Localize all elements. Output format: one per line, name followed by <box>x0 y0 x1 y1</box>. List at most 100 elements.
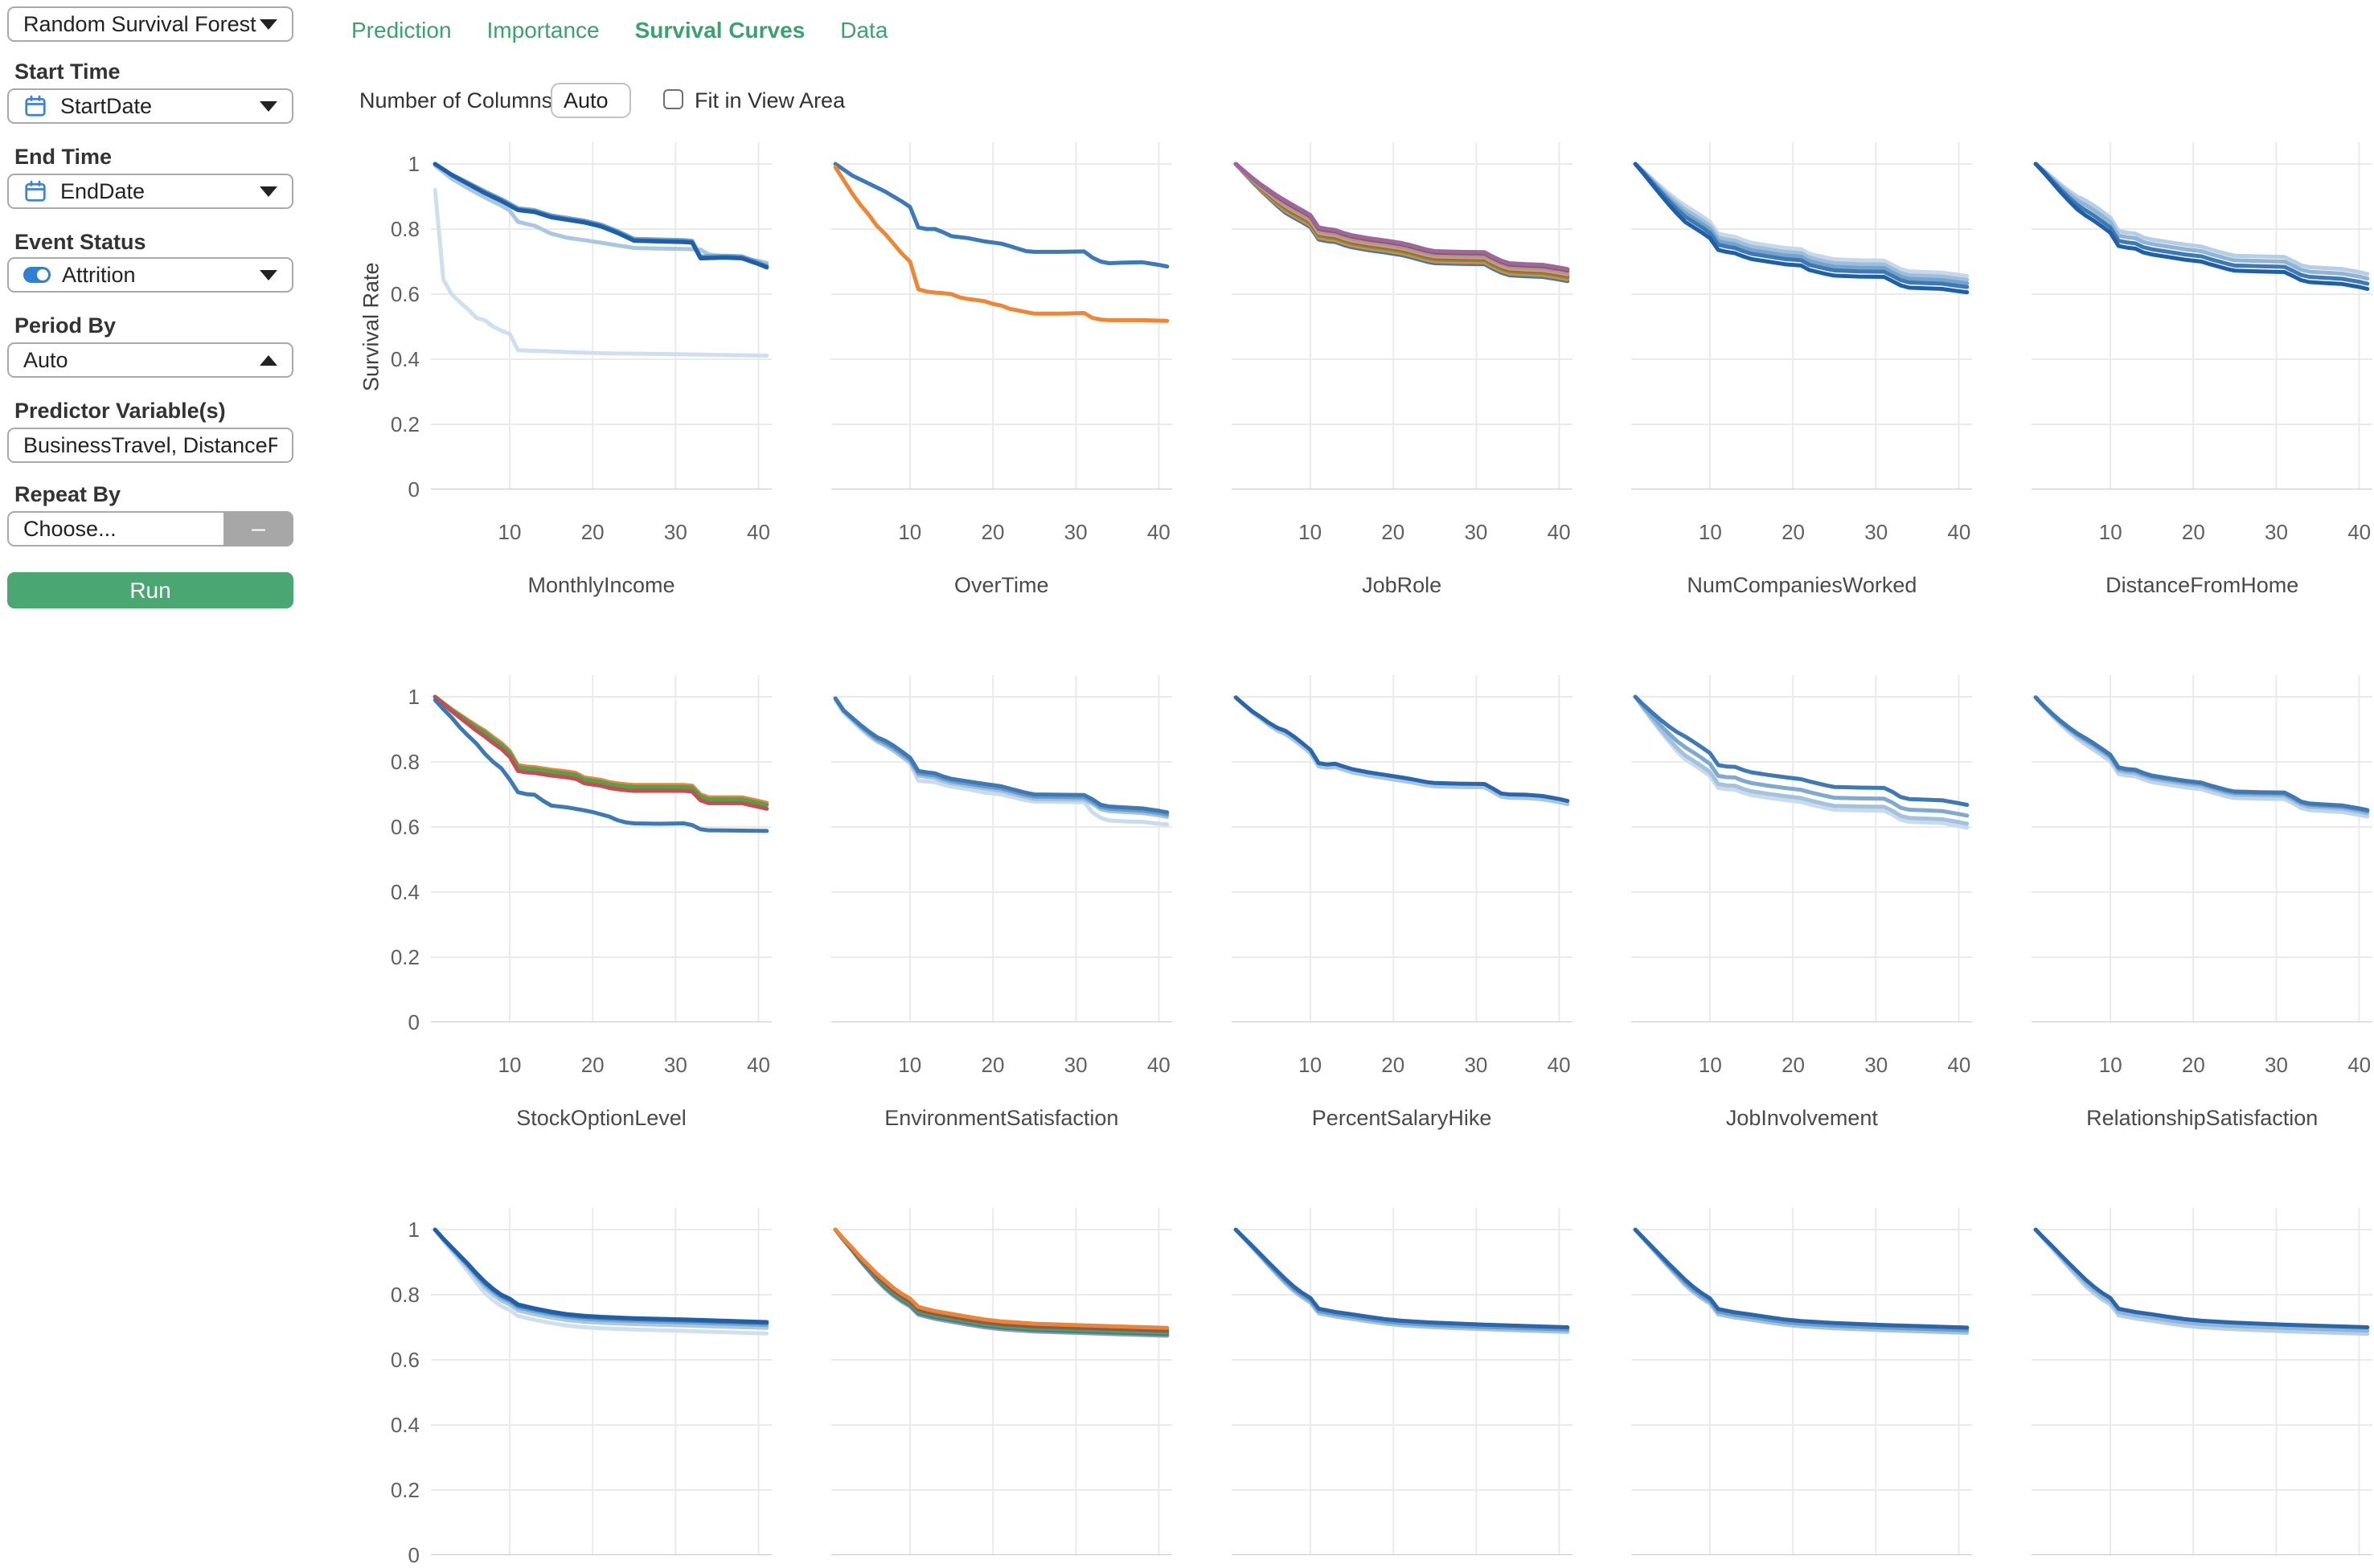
survival-line-r3c1-dark <box>435 1230 767 1322</box>
x-tick-label: 30 <box>2245 520 2309 545</box>
period-by-value: Auto <box>23 348 260 373</box>
survival-curve-chart <box>2032 142 2372 489</box>
x-tick-label: 40 <box>2327 520 2374 545</box>
tab-data[interactable]: Data <box>840 18 888 43</box>
x-tick-label: 10 <box>2078 520 2142 545</box>
event-status-value: Attrition <box>62 263 260 288</box>
start-time-select[interactable]: StartDate <box>7 88 293 124</box>
survival-curve-chart <box>1232 1208 1572 1555</box>
x-tick-label: 40 <box>726 1053 790 1078</box>
survival-curve-chart <box>1631 675 1972 1022</box>
fit-in-view-checkbox[interactable] <box>663 89 683 109</box>
survival-line-r3c5-dark <box>2036 1230 2368 1328</box>
survival-curve-chart <box>831 142 1172 489</box>
repeat-by-remove-button[interactable]: – <box>223 511 293 547</box>
survival-curve-chart <box>1232 142 1572 489</box>
x-tick-label: 20 <box>1361 520 1425 545</box>
x-tick-label: 30 <box>1844 520 1909 545</box>
tab-bar: Prediction Importance Survival Curves Data <box>351 18 888 43</box>
period-by-label: Period By <box>14 313 116 338</box>
survival-curve-chart <box>1631 1208 1972 1555</box>
survival-line-r3c1-light <box>435 1230 767 1328</box>
calendar-icon <box>23 179 47 203</box>
survival-line-dist-dark <box>2036 164 2368 289</box>
survival-line-r3c4-dark <box>1636 1230 1968 1328</box>
survival-line-rs-dark <box>2036 698 2368 810</box>
x-tick-label: 40 <box>1527 520 1591 545</box>
survival-line-r3c2-orange <box>835 1230 1167 1328</box>
survival-line-rs-lightest <box>2036 698 2368 817</box>
end-time-select[interactable]: EndDate <box>7 174 293 209</box>
survival-line-q2-light <box>435 166 767 263</box>
y-tick-label: 0 <box>336 477 420 502</box>
chart-title: DistanceFromHome <box>2032 573 2372 598</box>
x-tick-label: 10 <box>1678 520 1742 545</box>
tab-prediction[interactable]: Prediction <box>351 18 452 43</box>
survival-line-env-medium <box>835 698 1167 815</box>
chevron-up-icon <box>260 355 277 366</box>
y-tick-label: 0.2 <box>336 412 420 437</box>
y-axis-label: Survival Rate <box>357 164 386 489</box>
repeat-by-label: Repeat By <box>14 482 121 507</box>
chevron-down-icon <box>260 270 277 280</box>
x-tick-label: 10 <box>1278 520 1343 545</box>
x-tick-label: 40 <box>1927 520 1991 545</box>
model-select[interactable]: Random Survival Forest <box>7 6 293 42</box>
survival-curve-chart <box>831 675 1172 1022</box>
y-tick-label: 0.6 <box>336 282 420 307</box>
columns-label: Number of Columns: <box>359 88 559 113</box>
survival-line-r3c1-medium <box>435 1230 767 1323</box>
survival-line-r3c1-steel <box>435 1230 767 1325</box>
survival-line-r3c3-dark <box>1236 1230 1568 1328</box>
x-tick-label: 30 <box>1444 520 1508 545</box>
x-tick-label: 30 <box>1844 1053 1909 1078</box>
chart-title: MonthlyIncome <box>431 573 772 598</box>
start-time-label: Start Time <box>14 59 121 84</box>
chart-title: OverTime <box>831 573 1172 598</box>
event-status-select[interactable]: Attrition <box>7 257 293 293</box>
x-tick-label: 20 <box>2161 1053 2225 1078</box>
y-tick-label: 1 <box>336 685 420 710</box>
tab-survival-curves[interactable]: Survival Curves <box>635 18 806 43</box>
model-select-value: Random Survival Forest <box>23 12 260 37</box>
x-tick-label: 40 <box>1927 1053 1991 1078</box>
survival-curve-chart <box>431 1208 772 1555</box>
start-time-value: StartDate <box>60 94 260 119</box>
predictor-input[interactable]: BusinessTravel, DistanceFr… <box>7 428 293 463</box>
calendar-icon <box>23 94 47 118</box>
survival-line-q1-lightest <box>435 190 767 355</box>
end-time-label: End Time <box>14 145 112 170</box>
chart-title: StockOptionLevel <box>431 1106 772 1131</box>
chart-title: EnvironmentSatisfaction <box>831 1106 1172 1131</box>
x-tick-label: 10 <box>878 1053 942 1078</box>
x-tick-label: 10 <box>2078 1053 2142 1078</box>
chevron-down-icon <box>260 186 277 197</box>
y-tick-label: 0.2 <box>336 1478 420 1503</box>
survival-line-rs-light <box>2036 698 2368 813</box>
fit-in-view-label: Fit in View Area <box>695 88 845 113</box>
x-tick-label: 30 <box>2245 1053 2309 1078</box>
period-by-select[interactable]: Auto <box>7 342 293 378</box>
x-tick-label: 10 <box>1678 1053 1742 1078</box>
y-tick-label: 0.4 <box>336 880 420 905</box>
x-tick-label: 20 <box>2161 520 2225 545</box>
survival-curve-chart <box>831 1208 1172 1555</box>
x-tick-label: 40 <box>1126 520 1191 545</box>
run-button[interactable]: Run <box>7 572 293 608</box>
survival-line-role-red <box>1236 164 1568 276</box>
x-tick-label: 20 <box>560 520 625 545</box>
x-tick-label: 30 <box>1043 520 1108 545</box>
x-tick-label: 20 <box>1761 1053 1826 1078</box>
tab-importance[interactable]: Importance <box>487 18 600 43</box>
x-tick-label: 30 <box>1043 1053 1108 1078</box>
survival-line-psh-light <box>1236 698 1568 804</box>
columns-select[interactable]: Auto <box>551 83 631 118</box>
survival-line-env-light <box>835 698 1167 817</box>
survival-curve-chart <box>431 675 772 1022</box>
y-tick-label: 0.4 <box>336 1413 420 1438</box>
x-tick-label: 10 <box>1278 1053 1343 1078</box>
columns-select-value: Auto <box>564 88 609 113</box>
survival-curve-chart <box>431 142 772 489</box>
survival-line-role-green <box>1236 164 1568 277</box>
predictor-label: Predictor Variable(s) <box>14 399 226 424</box>
